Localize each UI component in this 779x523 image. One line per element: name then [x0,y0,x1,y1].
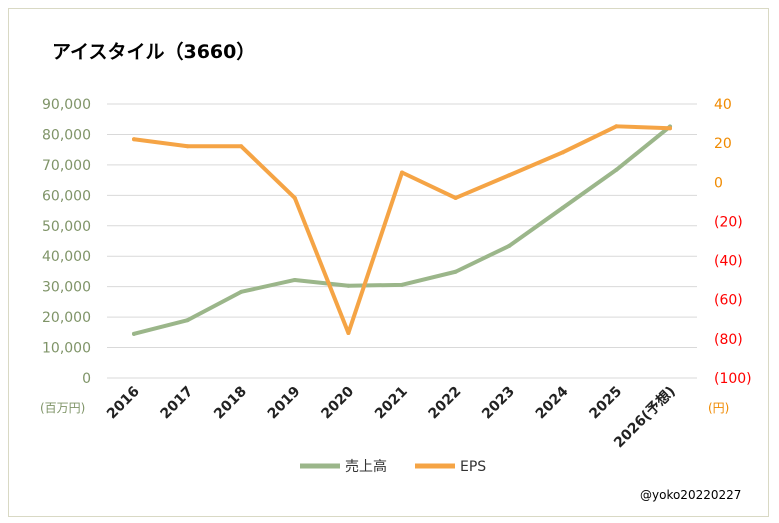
left-tick-label: 90,000 [42,97,91,113]
data-point-eps [185,144,190,149]
x-tick-label: 2024 [533,383,572,422]
right-tick-label: (60) [714,293,743,309]
x-tick-label: 2016 [104,384,143,423]
data-point-eps [346,330,351,335]
legend: 売上高 EPS [300,458,486,475]
credit-text: @yoko20220227 [640,488,741,502]
x-tick-label: 2021 [372,384,411,423]
right-tick-label: (40) [714,254,743,270]
data-point-sales [132,331,136,336]
left-axis-unit: (百万円) [40,401,85,415]
right-tick-label: (100) [714,371,752,387]
x-tick-label: 2023 [479,384,518,423]
data-point-eps [668,126,672,131]
x-tick-label: 2020 [318,383,357,422]
right-tick-label: 40 [714,97,732,113]
left-tick-label: 0 [82,371,91,387]
left-tick-label: 70,000 [42,158,91,174]
data-point-sales [560,205,565,210]
data-point-eps [400,170,404,175]
left-tick-label: 10,000 [42,341,91,357]
left-tick-label: 80,000 [42,127,91,143]
data-point-eps [453,195,458,200]
right-tick-label: 20 [714,136,732,152]
left-tick-label: 60,000 [42,188,91,204]
data-point-eps [239,144,244,149]
data-point-eps [292,195,297,200]
x-tick-label: 2018 [211,384,250,423]
data-point-sales [239,289,244,294]
left-tick-label: 40,000 [42,249,91,265]
x-tick-label: 2019 [265,384,304,423]
data-point-eps [614,124,619,129]
series-line-eps [132,124,672,335]
x-tick-label: 2022 [426,384,465,423]
data-point-eps [132,137,136,142]
legend-label-sales: 売上高 [345,458,387,475]
data-point-eps [507,173,512,178]
x-tick-label: 2025 [586,384,625,423]
data-point-sales [292,277,297,282]
series-line-sales [132,124,672,336]
chart-title: アイスタイル（3660） [52,40,255,63]
x-tick-label: 2017 [158,384,197,423]
chart-frame [8,8,769,517]
left-tick-label: 50,000 [42,219,91,235]
data-point-eps [560,150,565,155]
data-point-sales [185,318,190,323]
data-point-sales [507,243,512,248]
data-point-sales [346,283,351,288]
data-point-sales [614,167,619,172]
legend-label-eps: EPS [460,459,486,475]
right-axis-unit: (円) [708,401,729,415]
left-tick-label: 20,000 [42,310,91,326]
data-point-sales [453,269,458,274]
right-tick-label: (20) [714,214,743,230]
left-tick-label: 30,000 [42,280,91,296]
right-tick-label: (80) [714,332,743,348]
data-point-sales [400,282,404,287]
right-tick-label: 0 [714,175,723,191]
